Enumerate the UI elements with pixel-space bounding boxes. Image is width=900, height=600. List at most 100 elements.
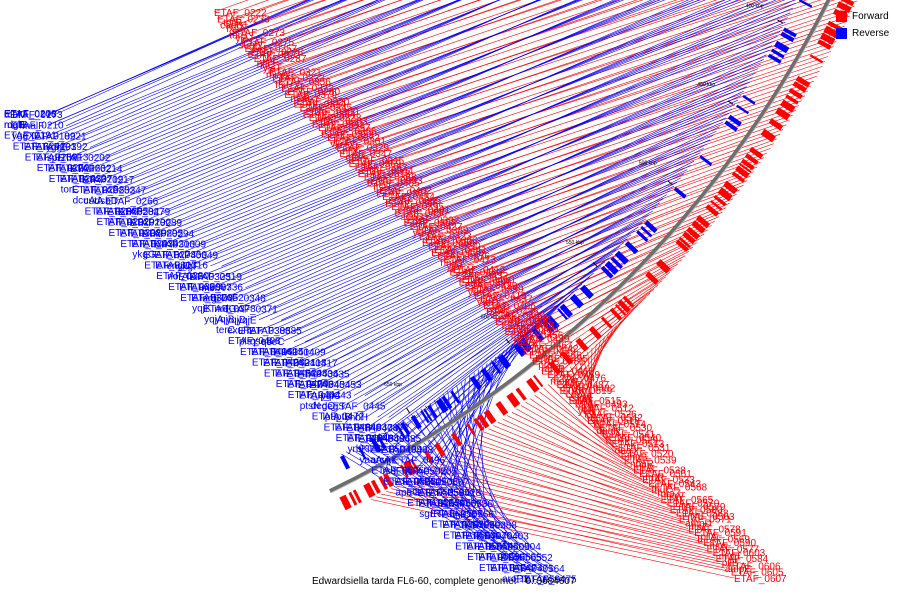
forward-gene-block — [705, 204, 720, 217]
reverse-leader-line — [187, 7, 794, 256]
reverse-leader-line — [257, 72, 756, 299]
reverse-leader-line — [197, 0, 761, 245]
forward-leader-line — [455, 450, 683, 517]
forward-gene-block — [363, 482, 376, 498]
forward-gene-block — [780, 99, 796, 113]
forward-gene-label: ETAF_0318 — [358, 169, 411, 180]
reverse-gene-label: yqjD — [226, 315, 246, 326]
forward-gene-label: ETAF_0605 — [731, 568, 784, 579]
forward-gene-block — [795, 75, 811, 88]
forward-leader-line — [469, 441, 673, 507]
reverse-gene-label: ykgG — [132, 250, 156, 261]
forward-gene-label: ETAF_0492 — [505, 327, 558, 338]
reverse-gene-block — [410, 415, 422, 430]
forward-leader-line — [247, 0, 403, 55]
reverse-gene-block — [340, 455, 351, 470]
forward-gene-label: ETAF_0361 — [376, 189, 429, 200]
reverse-leader-line — [67, 0, 420, 148]
reverse-leader-line — [233, 36, 778, 278]
reverse-leader-line — [415, 411, 499, 536]
forward-gene-label: ETAF_0495 — [535, 354, 588, 365]
forward-gene-label: slpA — [572, 393, 592, 404]
reverse-leader-line — [199, 26, 783, 266]
reverse-gene-label: ETAF_0566 — [441, 510, 494, 521]
reverse-leader-line — [234, 59, 764, 288]
forward-gene-block — [370, 479, 381, 494]
reverse-gene-block — [370, 438, 382, 453]
reverse-gene-block — [541, 319, 555, 334]
reverse-leader-line — [56, 0, 418, 147]
reverse-gene-label: argR — [202, 293, 224, 304]
forward-leader-line — [431, 124, 787, 253]
forward-gene-block — [533, 374, 544, 388]
reverse-gene-label: ETAF_0477 — [357, 423, 410, 434]
forward-leader-line — [339, 0, 797, 154]
forward-leader-line — [552, 380, 619, 448]
forward-gene-label: ETAF_0432 — [456, 271, 509, 282]
reverse-gene-label: ETAF_0496 — [393, 456, 446, 467]
reverse-gene-label: lptA — [323, 412, 341, 423]
forward-gene-label: ETAF_0603 — [713, 548, 766, 559]
forward-gene-label: ETAF_0440 — [450, 268, 503, 279]
forward-leader-line — [262, 0, 461, 68]
genome-backbone — [329, 0, 832, 494]
forward-gene-label: ETAF_0565 — [661, 495, 714, 506]
reverse-leader-line — [90, 0, 461, 159]
reverse-gene-block — [423, 408, 433, 422]
forward-leader-line — [547, 384, 622, 454]
forward-leader-line — [452, 157, 764, 270]
forward-gene-label: ETAF_0606 — [728, 561, 781, 572]
forward-leader-line — [314, 0, 685, 121]
forward-leader-line — [376, 496, 731, 572]
reverse-gene-label: ETAF_0418 — [274, 358, 327, 369]
forward-gene-label: ETAF_0568 — [655, 482, 708, 493]
forward-leader-line — [583, 355, 597, 430]
forward-leader-line — [502, 418, 652, 490]
forward-gene-label: ETAF_0287 — [254, 54, 307, 65]
forward-gene-block — [352, 489, 362, 504]
reverse-gene-label: ykgF — [177, 261, 199, 272]
reverse-gene-label: ETAF_0486 — [358, 434, 411, 445]
reverse-leader-line — [307, 206, 657, 374]
reverse-gene-label: malG — [4, 109, 28, 120]
forward-gene-label: vjeA — [330, 139, 350, 150]
forward-gene-block — [434, 442, 446, 457]
forward-leader-line — [586, 344, 597, 420]
forward-gene-label: dnaJ — [615, 446, 637, 457]
forward-leader-line — [324, 0, 726, 131]
reverse-gene-label: ETAF_0472 — [312, 412, 365, 423]
reverse-gene-label: ETAF_0279 — [118, 207, 171, 218]
reverse-gene-label: ETAF_0506 — [371, 466, 424, 477]
reverse-leader-line — [388, 427, 545, 559]
forward-leader-line — [440, 138, 778, 263]
reverse-leader-line — [209, 0, 796, 256]
forward-gene-label: creA — [566, 390, 587, 401]
reverse-gene-label: ETAF_0348 — [213, 294, 266, 305]
reverse-leader-line — [176, 12, 791, 255]
forward-gene-label: pilA — [700, 532, 717, 543]
forward-gene-label: ETAF_0280 — [287, 87, 340, 98]
forward-gene-label: ETAF_0461 — [398, 206, 451, 217]
forward-gene-label: ETAF_0422 — [431, 248, 484, 259]
forward-leader-line — [223, 0, 287, 23]
reverse-gene-label: yqjE — [237, 315, 257, 326]
forward-gene-block — [686, 226, 701, 240]
reverse-gene-label: ETAF_0473 — [490, 563, 543, 574]
forward-leader-line — [421, 110, 796, 243]
forward-gene-block — [739, 163, 752, 173]
reverse-gene-label: ETAF_0258 — [72, 185, 125, 196]
forward-gene-block — [617, 299, 631, 313]
reverse-leader-line — [478, 369, 485, 505]
forward-gene-label: ftsZ — [691, 522, 708, 533]
forward-leader-line — [250, 0, 403, 52]
forward-leader-lines — [213, 0, 858, 579]
forward-gene-label: ETAF_0410 — [462, 275, 515, 286]
forward-gene-label: ftsW — [664, 492, 685, 503]
forward-leader-line — [373, 31, 842, 187]
forward-leader-line — [385, 51, 831, 203]
forward-gene-label: ETAF_0406 — [483, 301, 536, 312]
reverse-leader-line — [80, 0, 501, 169]
forward-gene-block — [575, 337, 589, 352]
forward-gene-label: ETAF_0467 — [520, 340, 573, 351]
forward-gene-block — [744, 153, 759, 165]
